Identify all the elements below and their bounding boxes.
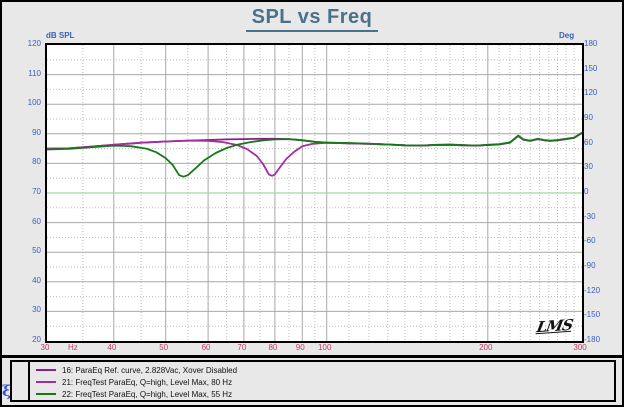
y-left-tick-label: 110: [28, 68, 41, 78]
legend-label: 21: FreqTest ParaEq, Q=high, Level Max, …: [62, 377, 233, 387]
legend-swatch-purple: [36, 369, 56, 371]
y-right-tick-label: 90: [584, 113, 593, 122]
y-right-tick-label: 0: [584, 187, 589, 196]
chart-title-bar: SPL vs Freq: [2, 6, 622, 32]
y-right-tick-label: -180: [584, 335, 601, 344]
legend-divider: [28, 362, 30, 400]
x-tick-label: 60: [201, 343, 211, 352]
x-tick-label: 30: [40, 343, 50, 352]
x-tick-label: 300: [573, 343, 587, 352]
y-right-tick-label: -150: [584, 310, 601, 320]
y-right-tick-label: -120: [584, 285, 601, 295]
legend-label: 16: ParaEq Ref. curve, 2.828Vac, Xover D…: [62, 365, 238, 375]
y-right-tick-label: 150: [584, 63, 598, 73]
legend-label: 22: FreqTest ParaEq, Q=high, Level Max, …: [62, 389, 233, 399]
y-left-tick-label: 90: [32, 127, 41, 137]
y-right-tick-label: -30: [584, 211, 596, 221]
chart-canvas: [47, 45, 582, 341]
y-left-tick-label: 30: [32, 305, 41, 315]
blue-scribble-glyph: ξ: [2, 382, 11, 400]
y-left-tick-label: 20: [32, 335, 41, 344]
legend-item: 21: FreqTest ParaEq, Q=high, Level Max, …: [36, 376, 237, 388]
x-tick-label: 80: [268, 343, 278, 352]
y-left-tick-label: 40: [32, 275, 41, 285]
y-left-tick-label: 100: [27, 98, 41, 108]
legend-swatch-purple: [36, 381, 56, 383]
legend-item: 16: ParaEq Ref. curve, 2.828Vac, Xover D…: [36, 364, 237, 376]
left-axis-title: dB SPL: [46, 31, 75, 40]
curve-21-notch-80hz: [47, 132, 582, 177]
legend-rows: 16: ParaEq Ref. curve, 2.828Vac, Xover D…: [36, 364, 237, 400]
y-left-tick-label: 50: [32, 246, 41, 256]
y-right-tick-label: 180: [584, 39, 598, 48]
legend-swatch-green: [36, 393, 56, 395]
x-tick-label: 50: [159, 343, 169, 352]
y-left-tick-label: 120: [27, 39, 41, 48]
y-right-tick-label: 60: [584, 137, 593, 147]
legend-separator-line: [2, 355, 622, 358]
x-tick-label: 100: [318, 343, 332, 352]
y-left-tick-label: 70: [32, 187, 41, 196]
x-tick-label: 40: [107, 343, 117, 352]
y-right-tick-label: 30: [584, 162, 593, 172]
x-tick-label: 90: [295, 343, 305, 352]
y-left-tick-label: 60: [32, 216, 41, 226]
y-right-tick-label: -60: [584, 236, 596, 246]
x-axis-unit: Hz: [68, 343, 78, 352]
right-axis-title: Deg: [559, 31, 575, 40]
x-tick-label: 70: [237, 343, 247, 352]
lms-logo: LMS: [535, 315, 574, 337]
legend-box: 16: ParaEq Ref. curve, 2.828Vac, Xover D…: [10, 360, 616, 402]
y-right-tick-label: -90: [584, 261, 596, 270]
plot-area: LMS: [45, 43, 584, 343]
curve-22-notch-55hz: [47, 131, 582, 178]
chart-title: SPL vs Freq: [245, 6, 379, 32]
legend-item: 22: FreqTest ParaEq, Q=high, Level Max, …: [36, 388, 237, 400]
x-tick-label: 200: [479, 343, 493, 352]
y-right-tick-label: 120: [584, 88, 598, 98]
y-left-tick-label: 80: [32, 157, 41, 167]
